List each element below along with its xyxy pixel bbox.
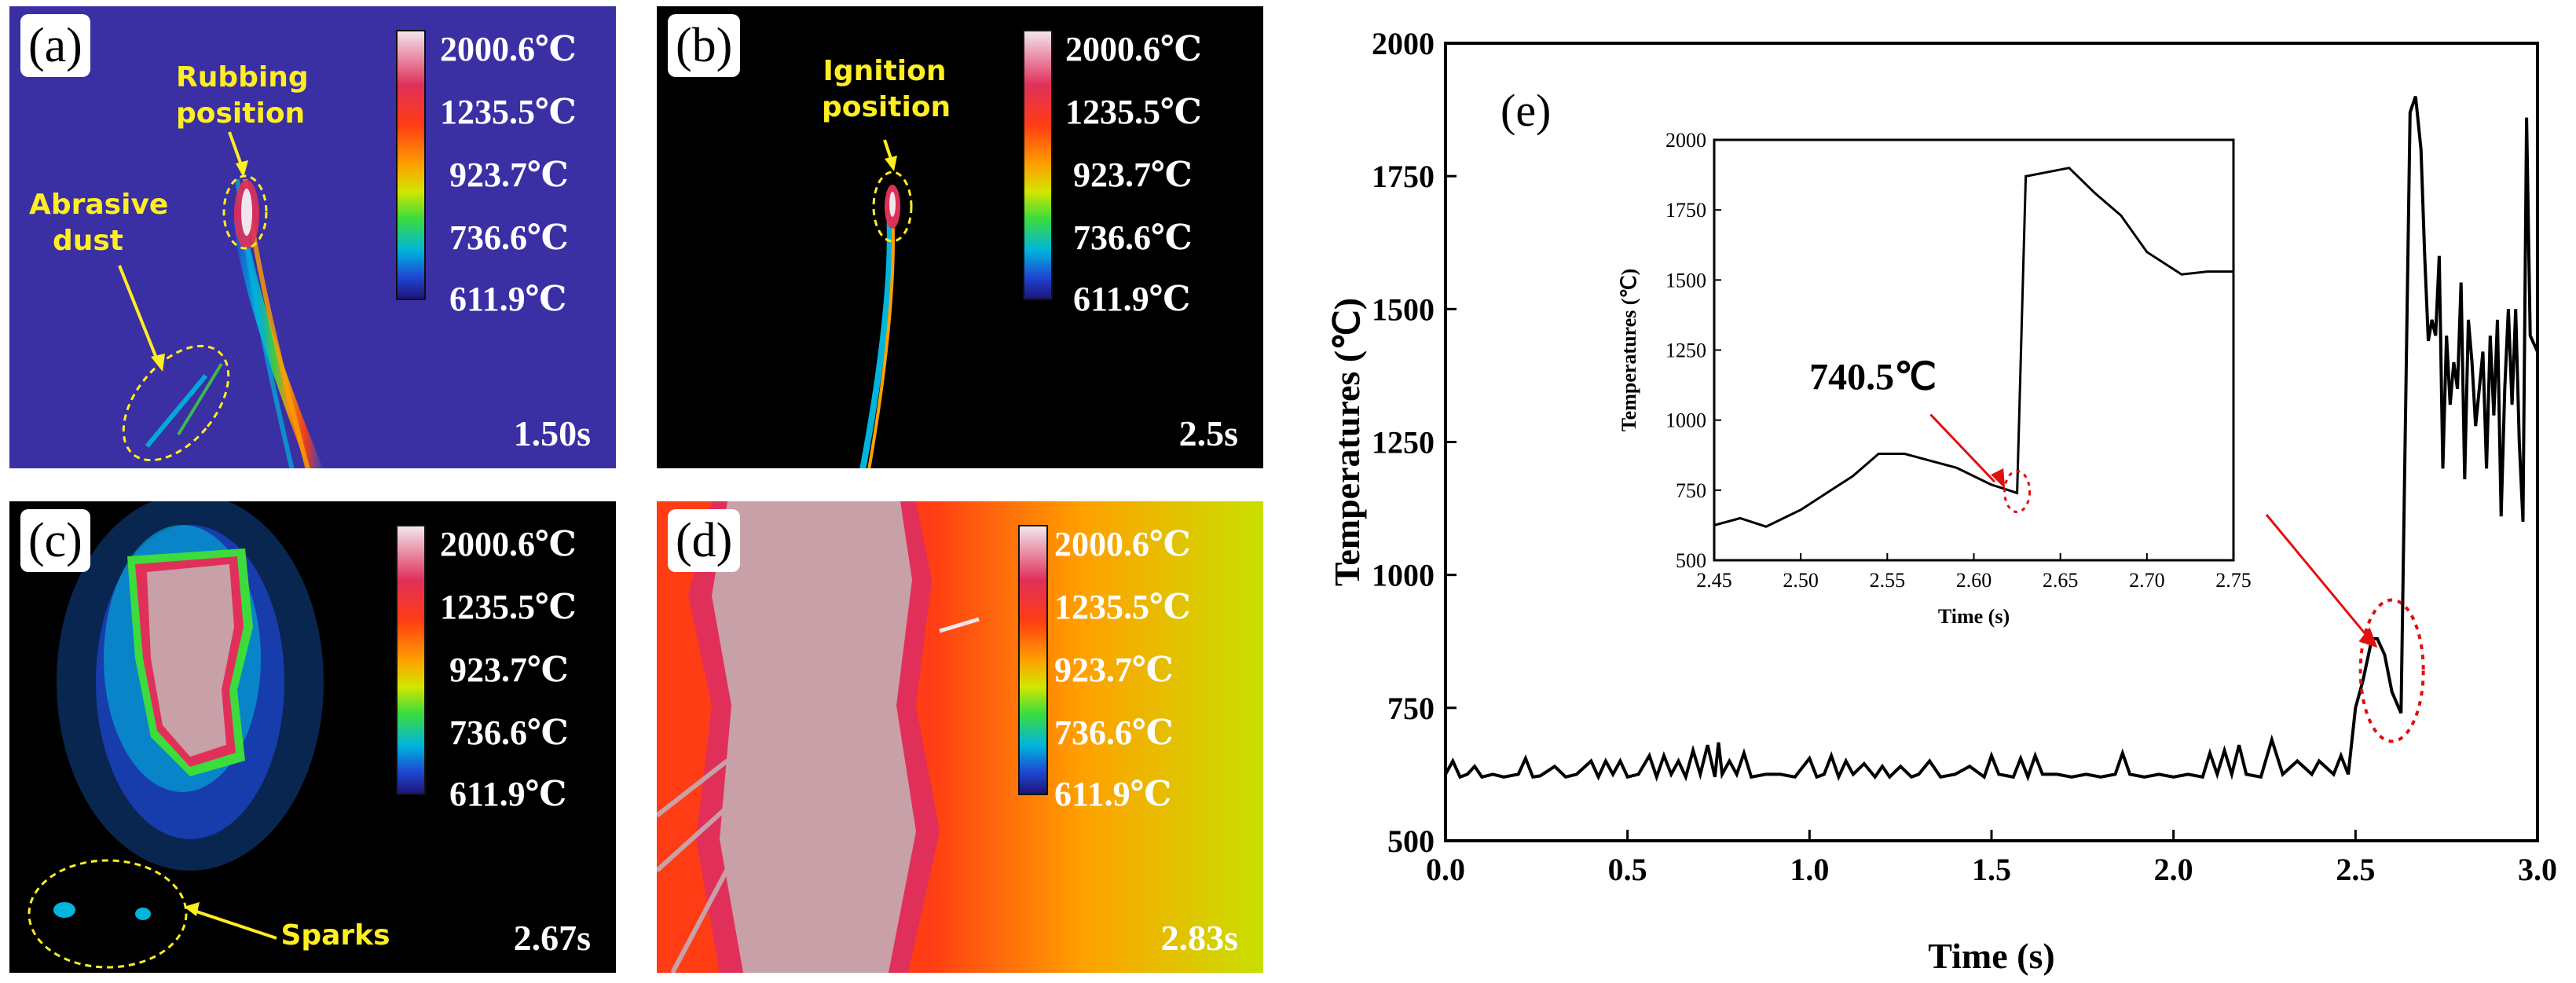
thermal-image-c	[9, 501, 616, 973]
colorbar-label: 1235.5℃	[440, 588, 577, 626]
timestamp-d: 2.83s	[1160, 918, 1238, 958]
panel-label-b: (b)	[668, 14, 741, 77]
inset-arrow-icon	[1929, 413, 1996, 483]
annotation-rubbing-position: Rubbing position	[176, 61, 309, 130]
peak-marker-ellipse	[2358, 598, 2425, 743]
y-tick-label: 500	[1387, 823, 1435, 859]
colorbar-label: 2000.6℃	[440, 30, 577, 68]
thermal-image-b	[657, 6, 1263, 468]
inset-x-tick-label: 2.75	[2215, 569, 2252, 592]
inset-plot-frame	[1713, 138, 2235, 562]
colorbar-label: 1235.5℃	[1054, 588, 1191, 626]
inset-y-tick-label: 750	[1676, 479, 1706, 502]
colorbar-label: 923.7℃	[449, 651, 569, 689]
colorbar-label: 2000.6℃	[1065, 30, 1202, 68]
x-tick-label: 2.0	[2154, 852, 2193, 887]
colorbar-label: 923.7℃	[449, 156, 569, 194]
colorbar-label: 1235.5℃	[1065, 93, 1202, 131]
inset-y-tick-label: 1750	[1665, 199, 1706, 222]
inset-series-line	[1713, 167, 2233, 528]
y-tick-label: 1000	[1372, 558, 1435, 593]
y-tick-label: 1250	[1372, 425, 1435, 460]
colorbar	[1023, 30, 1053, 300]
thermal-image-panel-d: 2000.6℃ 1235.5℃ 923.7℃ 736.6℃ 611.9℃ (d)…	[657, 501, 1263, 973]
inset-y-axis-label: Temperatures (℃)	[1618, 269, 1640, 432]
x-tick-label: 2.5	[2336, 852, 2375, 887]
colorbar-label: 923.7℃	[1073, 156, 1193, 194]
inset-y-tick-label: 500	[1676, 549, 1706, 572]
inset-x-axis-label: Time (s)	[1938, 605, 2010, 628]
inset-marker-ellipse	[2003, 470, 2032, 514]
inset-x-tick-label: 2.65	[2043, 569, 2079, 592]
panel-label-d: (d)	[668, 509, 741, 572]
colorbar-label: 923.7℃	[1054, 651, 1174, 689]
colorbar	[1018, 525, 1048, 795]
inset-x-tick-label: 2.55	[1870, 569, 1906, 592]
timestamp-a: 1.50s	[513, 413, 591, 453]
timestamp-c: 2.67s	[513, 918, 591, 958]
panel-label-c: (c)	[20, 509, 90, 572]
colorbar-label: 2000.6℃	[1054, 525, 1191, 563]
y-tick-label: 1750	[1372, 159, 1435, 194]
colorbar-label: 736.6℃	[449, 713, 569, 752]
annotation-sparks: Sparks	[280, 919, 390, 952]
colorbar-label: 736.6℃	[1073, 218, 1193, 257]
link-arrow-icon	[2265, 514, 2374, 644]
thermal-image-d	[657, 501, 1263, 973]
annotation-abrasive-dust: Abrasive dust	[29, 189, 169, 257]
colorbar-label: 736.6℃	[1054, 713, 1174, 752]
inset-y-tick-label: 1000	[1665, 409, 1706, 432]
colorbar-label: 611.9℃	[1054, 775, 1172, 813]
colorbar-label: 736.6℃	[449, 218, 569, 257]
inset-x-tick-label: 2.60	[1956, 569, 1992, 592]
panel-label-e: (e)	[1501, 85, 1551, 136]
y-tick-label: 2000	[1372, 26, 1435, 61]
colorbar	[396, 30, 426, 300]
panel-label-a: (a)	[20, 14, 90, 77]
x-tick-label: 1.5	[1972, 852, 2011, 887]
inset-x-tick-label: 2.45	[1696, 569, 1732, 592]
thermal-image-panel-a: Rubbing position Abrasive dust 2000.6℃ 1…	[9, 6, 616, 468]
inset-arrowhead-icon	[1991, 468, 2006, 490]
thermal-image-panel-b: Ignition position 2000.6℃ 1235.5℃ 923.7℃…	[657, 6, 1263, 468]
x-tick-label: 0.5	[1608, 852, 1647, 887]
series-line	[1444, 96, 2539, 782]
colorbar-label: 1235.5℃	[440, 93, 577, 131]
colorbar-label: 2000.6℃	[440, 525, 577, 563]
x-tick-label: 1.0	[1790, 852, 1829, 887]
y-tick-label: 1500	[1372, 292, 1435, 327]
x-tick-label: 0.0	[1426, 852, 1465, 887]
y-tick-label: 750	[1387, 691, 1435, 726]
colorbar-label: 611.9℃	[449, 280, 567, 318]
thermal-image-panel-c: Sparks 2000.6℃ 1235.5℃ 923.7℃ 736.6℃ 611…	[9, 501, 616, 973]
inset-annotation-740: 740.5℃	[1809, 356, 1937, 398]
timestamp-b: 2.5s	[1178, 413, 1238, 453]
inset-y-tick-label: 2000	[1665, 129, 1706, 152]
colorbar-label: 611.9℃	[449, 775, 567, 813]
y-axis-label: Temperatures (℃)	[1327, 298, 1367, 586]
inset-y-tick-label: 1250	[1665, 339, 1706, 362]
inset-x-tick-label: 2.50	[1783, 569, 1819, 592]
inset-x-tick-label: 2.70	[2129, 569, 2165, 592]
link-arrowhead-icon	[2358, 627, 2378, 648]
x-tick-label: 3.0	[2518, 852, 2557, 887]
annotation-ignition-position: Ignition position	[822, 55, 951, 123]
x-axis-label: Time (s)	[1928, 936, 2054, 976]
inset-y-tick-label: 1500	[1665, 269, 1706, 292]
colorbar-label: 611.9℃	[1073, 280, 1191, 318]
temperature-line-chart: 0.0 0.5 1.0 1.5 2.0 2.5 3.0 500 750 1000 1250 1500 1…	[1327, 26, 2557, 976]
colorbar	[396, 525, 426, 795]
thermal-image-a	[9, 6, 616, 468]
